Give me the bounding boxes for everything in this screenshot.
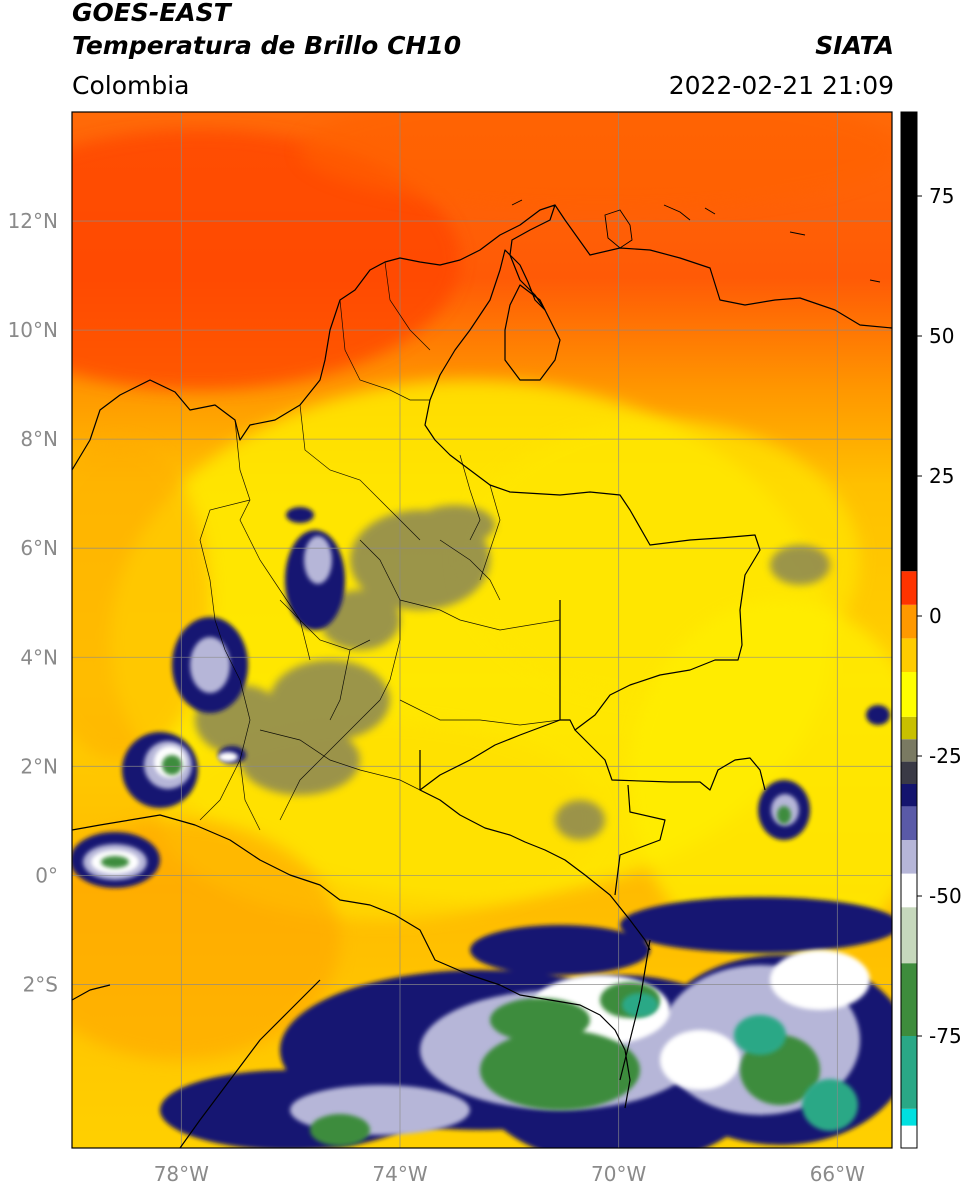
lat-tick-label: 2°S: [23, 972, 58, 996]
colorbar-tick-label: 50: [929, 324, 954, 348]
colorbar-segment: [901, 840, 917, 874]
provider-label: SIATA: [815, 31, 894, 60]
datetime-label: 2022-02-21 21:09: [668, 71, 894, 100]
lat-tick-label: 12°N: [8, 209, 58, 233]
colorbar-segment: [901, 1125, 917, 1148]
colorbar-segment: [901, 112, 917, 572]
lon-tick-label: 66°W: [810, 1162, 865, 1186]
lat-tick-label: 6°N: [20, 536, 58, 560]
colorbar-segment: [901, 739, 917, 762]
lon-tick-label: 74°W: [372, 1162, 427, 1186]
colorbar-segment: [901, 1036, 917, 1109]
coldest-teal: [622, 993, 858, 1131]
colorbar-segment: [901, 638, 917, 672]
mid-cloud-patches: [195, 505, 830, 840]
colorbar-tick-label: 75: [929, 184, 954, 208]
colorbar-segment: [901, 604, 917, 639]
colorbar-segment: [901, 761, 917, 784]
map-frame: [71, 111, 893, 1149]
colorbar-labels: 75 50 25 0 -25 -50 -75: [917, 184, 962, 1048]
colorbar-frame: [900, 111, 918, 1149]
colorbar-segment: [901, 1108, 917, 1126]
colorbar-tick-label: 0: [929, 604, 942, 628]
department-borders: [199, 261, 561, 831]
satellite-image: [72, 112, 892, 1148]
colorbar: [901, 112, 917, 1148]
lat-tick-label: 8°N: [20, 427, 58, 451]
colorbar-segment: [901, 672, 917, 717]
colorbar-segment: [901, 784, 917, 807]
colorbar-segment: [901, 806, 917, 840]
satellite-title: GOES-EAST: [72, 0, 231, 27]
colorbar-tick-label: -75: [929, 1024, 962, 1048]
country-borders: [72, 204, 892, 1148]
colorbar-segment: [901, 716, 917, 740]
colorbar-tick-label: -25: [929, 744, 962, 768]
product-title: Temperatura de Brillo CH10: [72, 31, 462, 60]
lat-tick-label: 10°N: [8, 318, 58, 342]
colorbar-segment: [901, 873, 917, 908]
colorbar-tick-label: -50: [929, 884, 962, 908]
lat-tick-label: 2°N: [20, 754, 58, 778]
colorbar-segment: [901, 571, 917, 605]
region-label: Colombia: [72, 71, 190, 100]
latitude-labels: 12°N 10°N 8°N 6°N 4°N 2°N 0° 2°S: [8, 209, 58, 996]
colorbar-segment: [901, 963, 917, 1036]
islands: [511, 199, 881, 283]
colorbar-segment: [901, 907, 917, 964]
lon-tick-label: 70°W: [591, 1162, 646, 1186]
colorbar-tick-label: 25: [929, 464, 954, 488]
longitude-labels: 78°W 74°W 70°W 66°W: [154, 1162, 865, 1186]
lat-tick-label: 4°N: [20, 645, 58, 669]
lat-tick-label: 0°: [35, 863, 58, 887]
lon-tick-label: 78°W: [154, 1162, 209, 1186]
